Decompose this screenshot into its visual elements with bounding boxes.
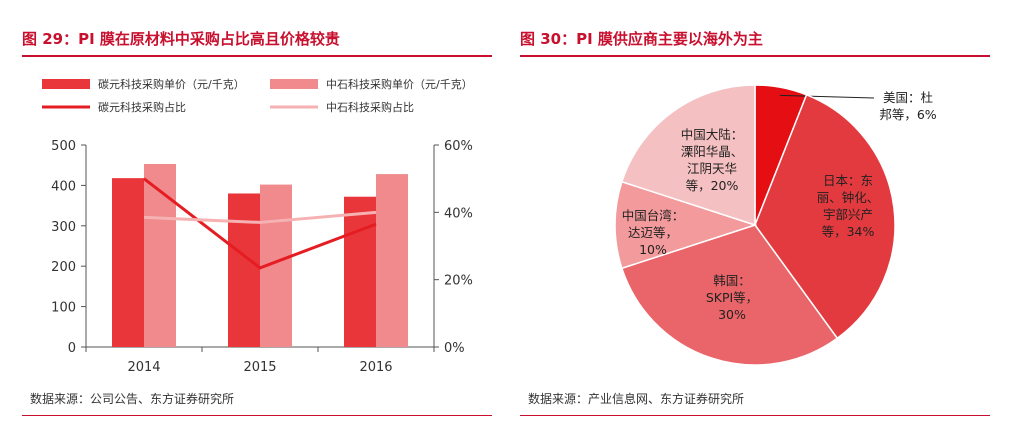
y2-tick-label: 60% [444, 139, 473, 154]
pie-label-1: 美国：杜邦等，6% [879, 90, 936, 122]
tan-share-line [143, 177, 377, 270]
tan-bar-2016 [344, 196, 376, 347]
pie-leader-line [779, 94, 875, 99]
y-tick-label: 500 [51, 139, 76, 154]
figure-29-title: 图 29：PI 膜在原材料中采购占比高且价格较贵 [22, 30, 340, 48]
y-tick-label: 300 [51, 220, 76, 235]
tan-bar-2014 [112, 178, 144, 347]
x-tick-label-2015: 2015 [243, 360, 276, 375]
y2-tick-label: 20% [444, 274, 473, 289]
right-figure-panel: 图 30：PI 膜供应商主要以海外为主 美国：杜邦等，6% 日本：东丽、钟化、宇部… [520, 0, 990, 443]
legend-label-4: 中石科技采购占比 [326, 100, 414, 114]
zs-share-line [143, 210, 377, 224]
zs-bar-2016 [376, 174, 408, 347]
y2-tick-label: 0% [444, 341, 465, 356]
pie-label-5: 中国大陆：溧阳华晶、江阴天华等，20% [681, 127, 744, 193]
legend-label-1: 碳元科技采购单价（元/千克） [98, 77, 245, 91]
legend-label-2: 中石科技采购单价（元/千克） [326, 77, 473, 91]
pie-label-3: 韩国： SKPI等， 30% [706, 273, 758, 322]
y-tick-label: 200 [51, 260, 76, 275]
bottom-rule [22, 415, 492, 416]
pie-label-2: 日本：东丽、钟化、宇部兴产等，34% [817, 173, 880, 239]
figure-30-title: 图 30：PI 膜供应商主要以海外为主 [520, 30, 763, 48]
pie-slice-2 [754, 93, 896, 340]
y-tick-label: 100 [51, 301, 76, 316]
pie-slice-4 [614, 180, 758, 270]
zs-bar-2014 [144, 163, 176, 347]
figure-30-source: 数据来源：产业信息网、东方证券研究所 [528, 392, 745, 406]
pie-label-4: 中国台湾：达迈等， 10% [622, 208, 685, 257]
x-tick-label-2014: 2014 [127, 360, 160, 375]
bar-line-chart: 碳元科技采购单价（元/千克） 中石科技采购单价（元/千克） 碳元科技采购占比 中石科技… [42, 77, 473, 375]
pie-slice-3 [620, 224, 839, 366]
figure-29-source: 数据来源：公司公告、东方证券研究所 [30, 392, 235, 406]
y-tick-label: 400 [51, 179, 76, 194]
legend-swatch-1 [42, 79, 90, 89]
pie-chart: 美国：杜邦等，6% 日本：东丽、钟化、宇部兴产等，34% 韩国： SKPI等， 30% 中… [614, 84, 937, 366]
tan-bar-2015 [228, 193, 260, 347]
bottom-rule [520, 415, 990, 416]
x-tick-label-2016: 2016 [359, 360, 392, 375]
y2-tick-label: 40% [444, 206, 473, 221]
y-tick-label: 0 [68, 341, 76, 356]
left-figure-panel: 图 29：PI 膜在原材料中采购占比高且价格较贵 碳元科技采购单价（元/千克） 中… [22, 0, 492, 443]
title-rule [520, 55, 990, 57]
legend-swatch-2 [270, 79, 318, 89]
legend-label-3: 碳元科技采购占比 [98, 100, 186, 114]
title-rule [22, 55, 492, 57]
pie-slice-5 [620, 84, 756, 227]
